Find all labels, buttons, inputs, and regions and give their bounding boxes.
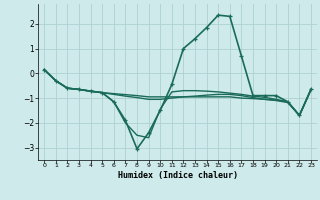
X-axis label: Humidex (Indice chaleur): Humidex (Indice chaleur): [118, 171, 238, 180]
